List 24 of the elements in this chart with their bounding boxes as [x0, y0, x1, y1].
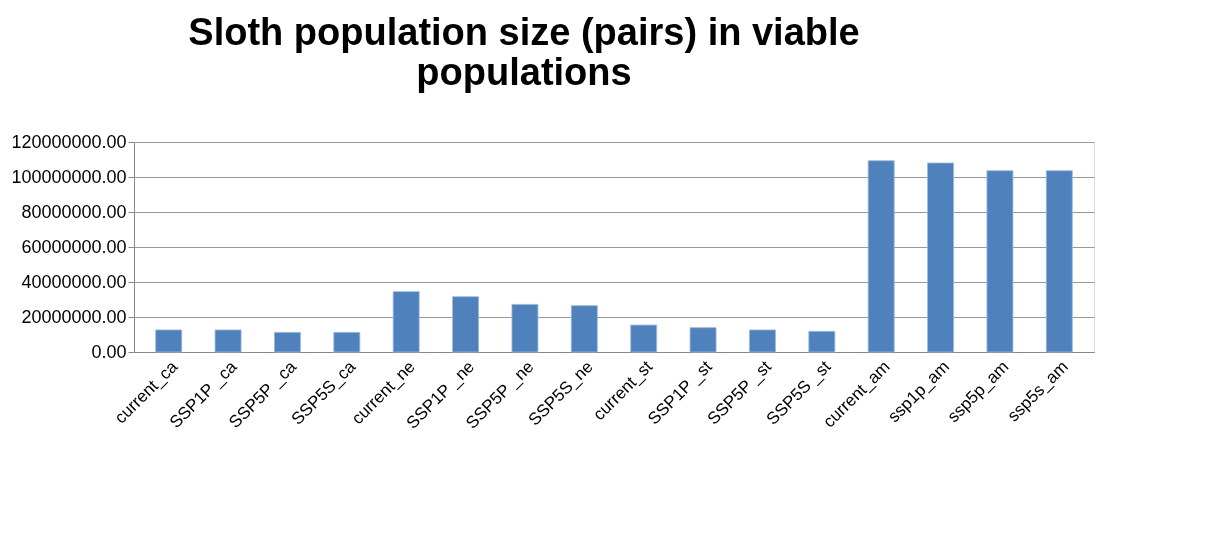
- bar: [392, 291, 420, 353]
- bar: [274, 332, 301, 353]
- bar: [570, 305, 598, 353]
- y-tick-label: 0.00: [91, 341, 127, 362]
- y-tick-label: 80000000.00: [21, 201, 127, 222]
- y-tick-label: 120000000.00: [11, 131, 127, 152]
- bar: [452, 296, 479, 353]
- bar: [749, 329, 776, 353]
- bar: [867, 160, 895, 353]
- bar: [1045, 170, 1073, 353]
- bar: [927, 162, 954, 353]
- bar: [808, 330, 836, 353]
- y-tick-label: 40000000.00: [21, 271, 127, 292]
- y-tick-label: 100000000.00: [11, 166, 127, 187]
- bar: [630, 324, 658, 353]
- bar: [214, 329, 242, 353]
- bar: [333, 332, 361, 353]
- text: Sloth population size (pairs) in viable: [188, 11, 860, 53]
- bar: [986, 170, 1014, 353]
- bar: [689, 327, 717, 353]
- bar: [511, 304, 539, 353]
- bar: [155, 329, 183, 353]
- y-tick-label: 60000000.00: [21, 236, 127, 257]
- y-tick-label: 20000000.00: [21, 306, 127, 327]
